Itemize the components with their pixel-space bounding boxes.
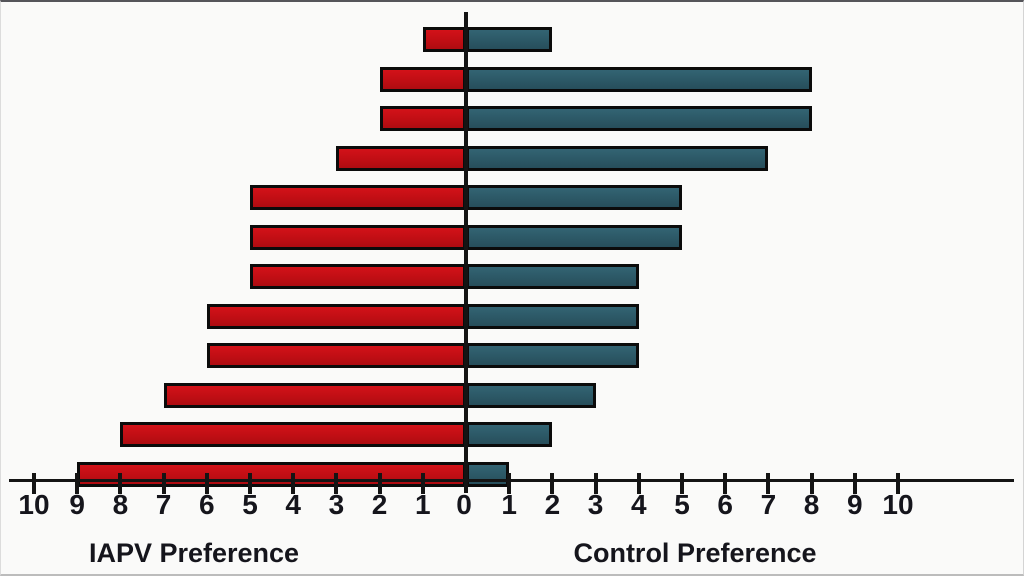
- bar-control-row-2: [466, 67, 812, 92]
- axis-label-left-5: 5: [242, 489, 258, 520]
- axis-label-right-5: 5: [674, 489, 690, 520]
- axis-label-right-4: 4: [631, 489, 647, 520]
- axis-label-right-10: 10: [882, 489, 914, 520]
- axis-tick-left-5: [248, 473, 252, 494]
- bar-control-row-8: [466, 304, 639, 329]
- axis-label-right-7: 7: [760, 489, 777, 520]
- bar-iapv-row-9: [206, 343, 466, 368]
- axis-tick-right-8: [809, 473, 814, 494]
- axis-label-left-8: 8: [112, 489, 129, 520]
- bar-iapv-row-4: [336, 146, 466, 171]
- axis-label-left-9: 9: [69, 489, 85, 520]
- bar-iapv-row-8: [206, 304, 466, 329]
- bar-iapv-row-3: [379, 106, 466, 131]
- axis-tick-left-2: [377, 473, 382, 494]
- axis-label-right-6: 6: [717, 489, 733, 520]
- axis-label-zero: 0: [456, 489, 472, 520]
- bar-control-row-7: [466, 264, 639, 289]
- bar-control-row-6: [466, 225, 682, 250]
- axis-tick-right-10: [896, 473, 900, 494]
- axis-label-right-2: 2: [544, 489, 561, 520]
- axis-label-left-2: 2: [371, 489, 388, 520]
- bar-control-row-3: [466, 106, 812, 131]
- axis-label-left-10: 10: [18, 489, 50, 520]
- bar-control-row-5: [466, 185, 682, 210]
- bar-control-row-1: [466, 27, 553, 52]
- bar-iapv-row-11: [120, 422, 466, 447]
- bar-iapv-row-12: [77, 462, 466, 487]
- axis-label-left-1: 1: [415, 489, 431, 520]
- axis-tick-left-7: [161, 473, 166, 494]
- bar-control-row-10: [466, 383, 596, 408]
- zero-center-line: [464, 12, 468, 493]
- axis-tick-right-2: [550, 473, 555, 494]
- axis-tick-left-8: [118, 473, 123, 494]
- bar-control-row-11: [466, 422, 553, 447]
- bar-control-row-4: [466, 146, 769, 171]
- axis-tick-right-1: [507, 473, 512, 494]
- bar-control-row-12: [466, 462, 510, 487]
- axis-tick-right-5: [680, 473, 684, 494]
- axis-tick-right-9: [852, 473, 857, 494]
- right-axis-title: Control Preference: [573, 538, 817, 568]
- axis-tick-left-1: [420, 473, 425, 494]
- axis-label-right-9: 9: [847, 489, 863, 520]
- axis-tick-left-6: [204, 473, 209, 494]
- bar-iapv-row-7: [250, 264, 466, 289]
- axis-label-right-3: 3: [587, 489, 604, 520]
- axis-tick-left-10: [32, 473, 36, 494]
- bar-iapv-row-1: [422, 27, 466, 52]
- axis-tick-left-9: [75, 473, 80, 494]
- axis-tick-left-4: [291, 473, 296, 494]
- axis-label-right-8: 8: [803, 489, 820, 520]
- axis-label-left-6: 6: [199, 489, 215, 520]
- bar-control-row-9: [466, 343, 639, 368]
- axis-tick-right-4: [636, 473, 641, 494]
- x-axis-line: [9, 479, 1014, 482]
- axis-label-left-7: 7: [155, 489, 172, 520]
- axis-tick-left-3: [334, 473, 339, 494]
- axis-label-left-3: 3: [328, 489, 345, 520]
- bar-iapv-row-6: [250, 225, 466, 250]
- bar-iapv-row-5: [250, 185, 466, 210]
- axis-label-left-4: 4: [285, 489, 301, 520]
- axis-tick-right-3: [593, 473, 598, 494]
- left-axis-title: IAPV Preference: [88, 538, 300, 568]
- axis-tick-right-6: [723, 473, 728, 494]
- bar-iapv-row-10: [163, 383, 466, 408]
- bar-iapv-row-2: [379, 67, 466, 92]
- axis-tick-right-7: [766, 473, 771, 494]
- axis-label-right-1: 1: [501, 489, 517, 520]
